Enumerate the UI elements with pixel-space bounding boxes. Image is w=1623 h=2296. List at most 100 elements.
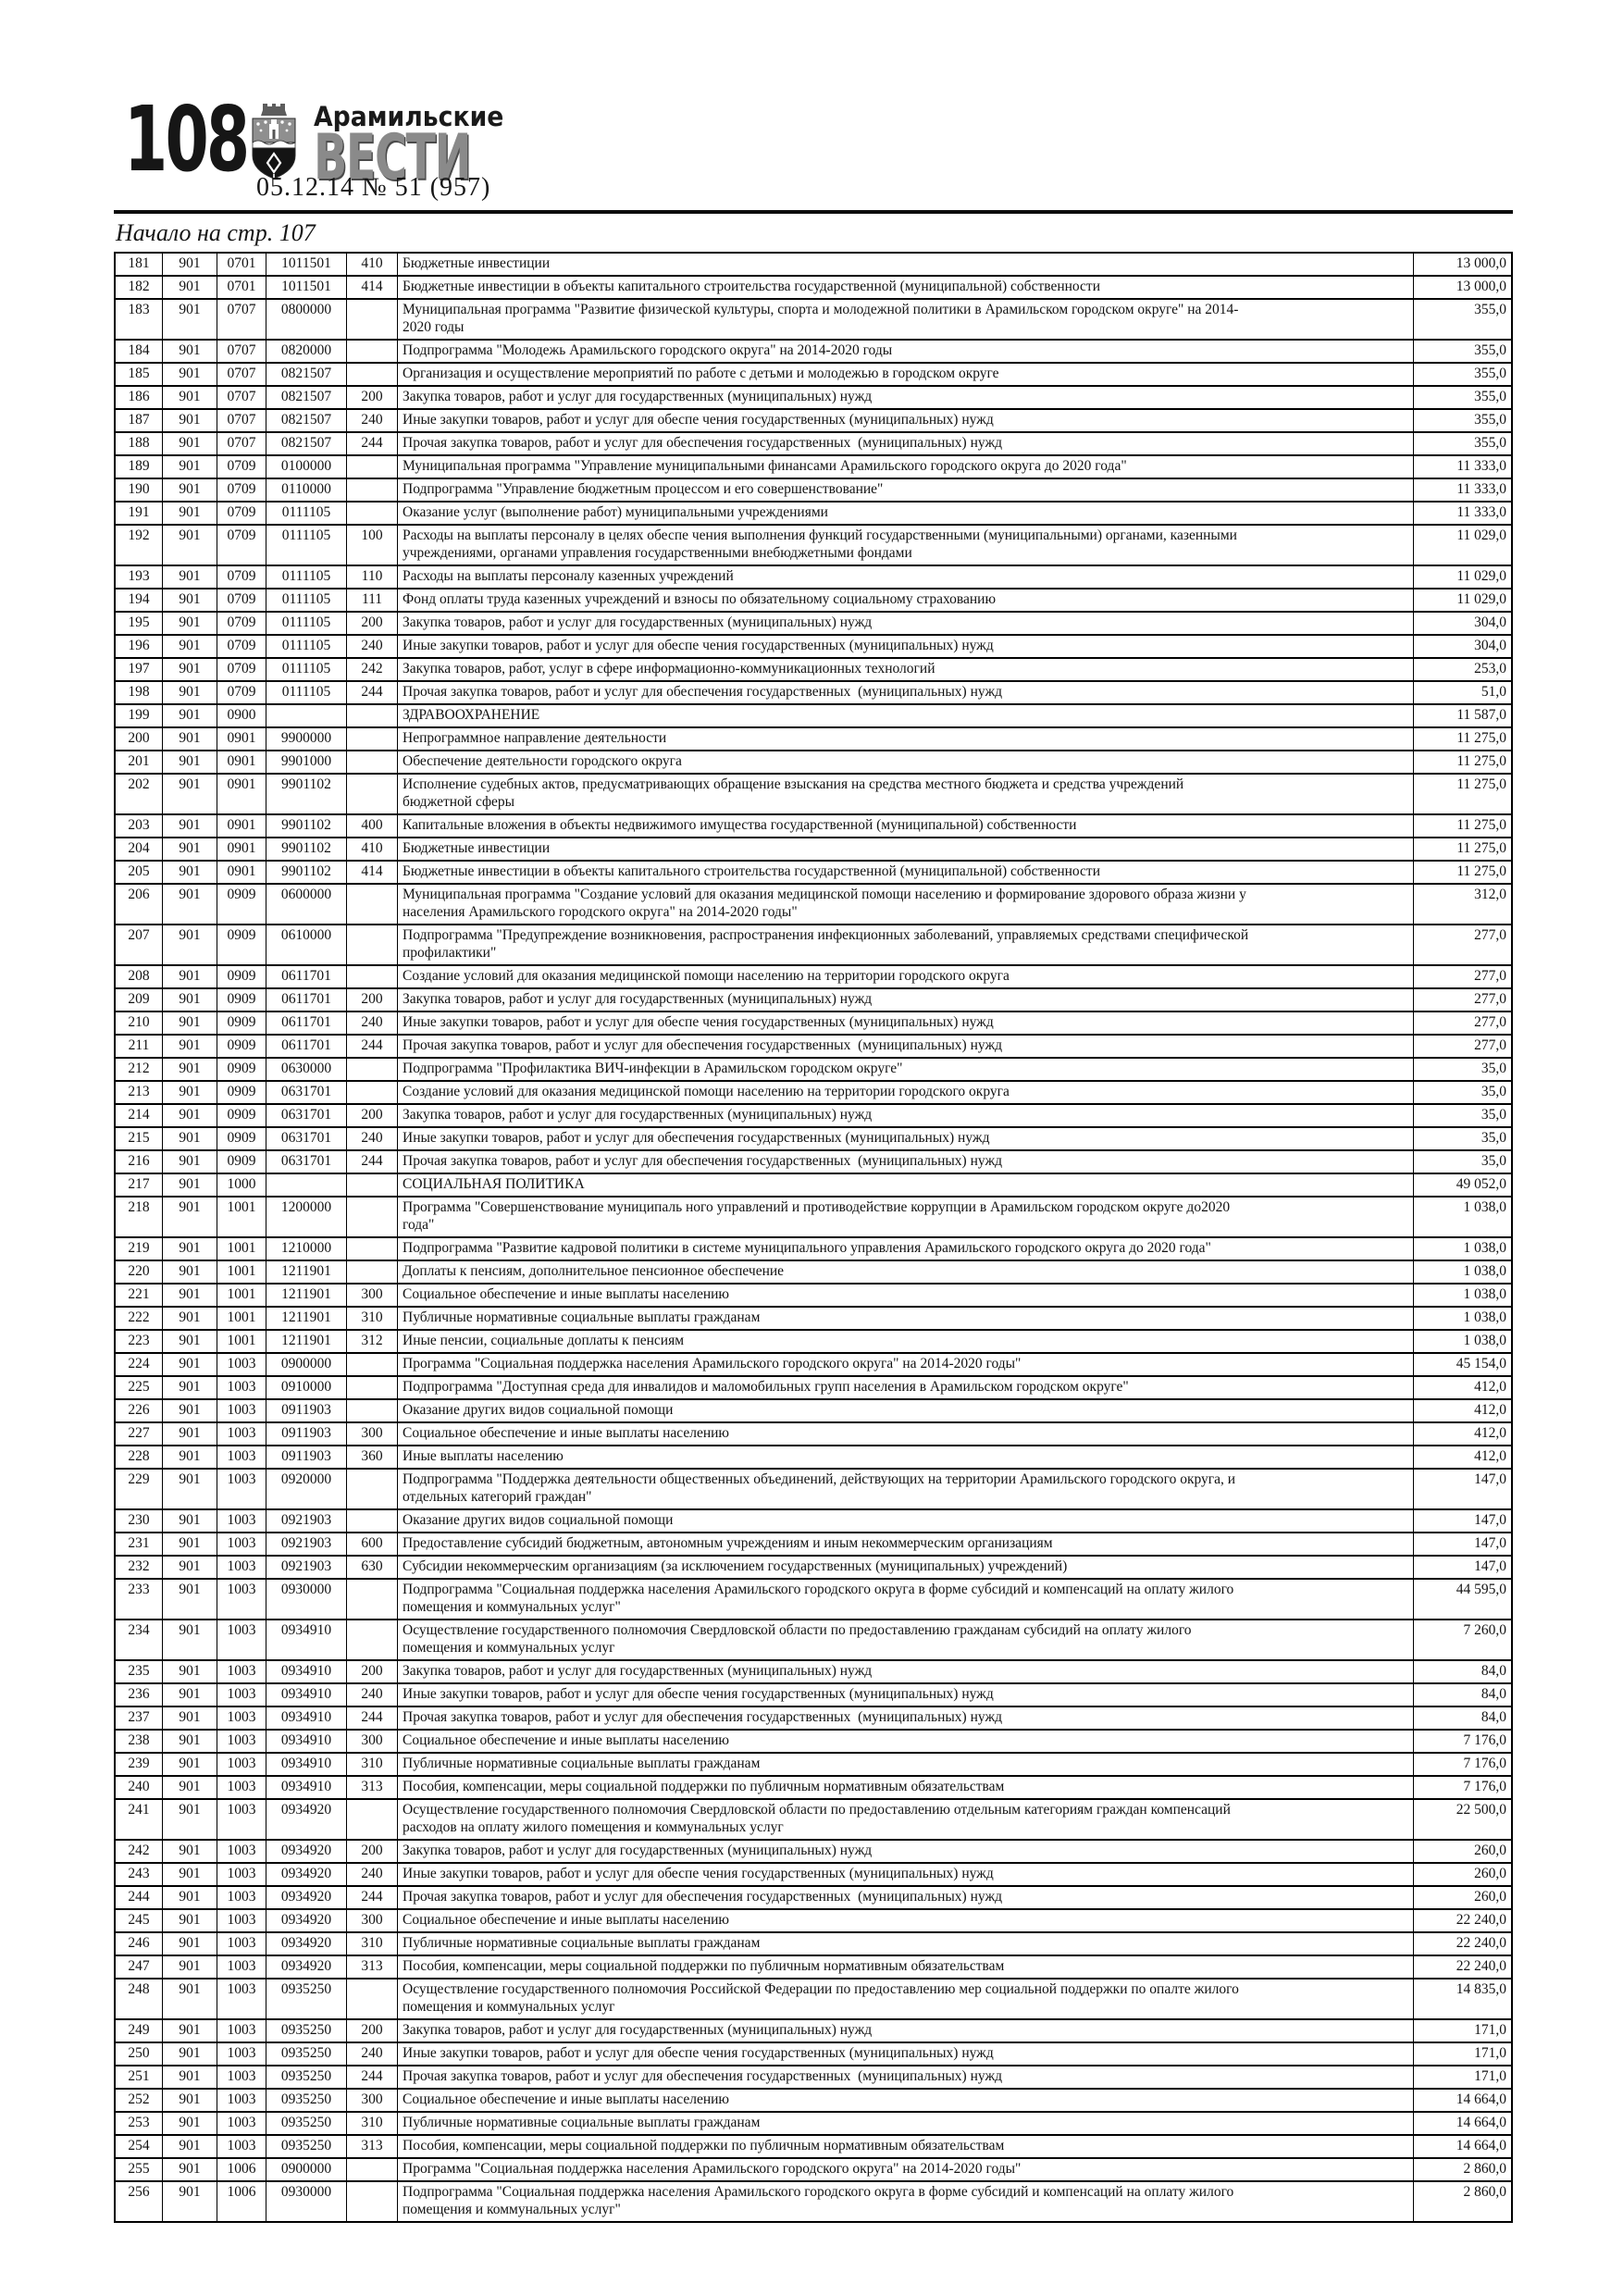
grbs-code-cell: 901 bbox=[162, 2157, 217, 2182]
row-number-cell: 201 bbox=[114, 750, 163, 775]
section-code-cell: 0909 bbox=[217, 1057, 266, 1082]
amount-cell: 355,0 bbox=[1413, 362, 1513, 387]
city-coat-of-arms-icon bbox=[252, 104, 296, 180]
table-row: 235 901 1003 0934910 200 Закупка товаров, раб… bbox=[114, 1659, 1513, 1684]
target-article-code-cell: 0934910 bbox=[266, 1619, 347, 1661]
target-article-code-cell: 0600000 bbox=[266, 883, 347, 925]
expense-name-cell: Закупка товаров, работ и услуг для госуд… bbox=[397, 1103, 1414, 1128]
target-article-code-cell: 0934920 bbox=[266, 1931, 347, 1956]
target-article-code-cell: 0631701 bbox=[266, 1126, 347, 1151]
grbs-code-cell: 901 bbox=[162, 860, 217, 885]
row-number-cell: 237 bbox=[114, 1706, 163, 1731]
budget-table-body: 181 901 0701 1011501 410 Бюджетные инвестиции… bbox=[114, 252, 1513, 2223]
amount-cell: 35,0 bbox=[1413, 1126, 1513, 1151]
expense-type-code-cell: 242 bbox=[346, 657, 398, 682]
target-article-code-cell: 9901000 bbox=[266, 750, 347, 775]
amount-cell: 13 000,0 bbox=[1413, 252, 1513, 277]
section-code-cell: 1001 bbox=[217, 1329, 266, 1354]
target-article-code-cell: 0611701 bbox=[266, 987, 347, 1012]
grbs-code-cell: 901 bbox=[162, 2134, 217, 2159]
grbs-code-cell: 901 bbox=[162, 1885, 217, 1910]
grbs-code-cell: 901 bbox=[162, 1978, 217, 2020]
table-row: 197 901 0709 0111105 242 Закупка товаров, раб… bbox=[114, 657, 1513, 682]
expense-type-code-cell bbox=[346, 703, 398, 728]
expense-name-cell: Публичные нормативные социальные выплаты… bbox=[397, 1752, 1414, 1777]
expense-type-code-cell: 410 bbox=[346, 837, 398, 862]
section-code-cell: 0709 bbox=[217, 634, 266, 659]
section-code-cell: 1006 bbox=[217, 2157, 266, 2182]
expense-type-code-cell: 200 bbox=[346, 1659, 398, 1684]
grbs-code-cell: 901 bbox=[162, 773, 217, 815]
target-article-code-cell: 9901102 bbox=[266, 837, 347, 862]
section-code-cell: 0909 bbox=[217, 1103, 266, 1128]
expense-type-code-cell: 244 bbox=[346, 431, 398, 456]
amount-cell: 22 500,0 bbox=[1413, 1798, 1513, 1841]
target-article-code-cell: 0111105 bbox=[266, 611, 347, 636]
section-code-cell: 1001 bbox=[217, 1283, 266, 1308]
expense-type-code-cell: 300 bbox=[346, 2088, 398, 2113]
expense-type-code-cell: 111 bbox=[346, 588, 398, 613]
target-article-code-cell: 1211901 bbox=[266, 1329, 347, 1354]
row-number-cell: 226 bbox=[114, 1398, 163, 1423]
table-row: 185 901 0707 0821507 Организация и осуществл… bbox=[114, 362, 1513, 387]
grbs-code-cell: 901 bbox=[162, 1729, 217, 1754]
table-row: 244 901 1003 0934920 244 Прочая закупка товар… bbox=[114, 1885, 1513, 1910]
expense-type-code-cell: 300 bbox=[346, 1283, 398, 1308]
expense-type-code-cell bbox=[346, 1375, 398, 1400]
grbs-code-cell: 901 bbox=[162, 1398, 217, 1423]
section-code-cell: 1003 bbox=[217, 1978, 266, 2020]
grbs-code-cell: 901 bbox=[162, 2111, 217, 2136]
section-code-cell: 1003 bbox=[217, 2042, 266, 2066]
expense-name-cell: Публичные нормативные социальные выплаты… bbox=[397, 1931, 1414, 1956]
expense-type-code-cell: 244 bbox=[346, 1034, 398, 1059]
amount-cell: 147,0 bbox=[1413, 1468, 1513, 1510]
expense-type-code-cell: 240 bbox=[346, 1682, 398, 1707]
section-code-cell: 1003 bbox=[217, 1555, 266, 1580]
grbs-code-cell: 901 bbox=[162, 1798, 217, 1841]
grbs-code-cell: 901 bbox=[162, 726, 217, 751]
amount-cell: 84,0 bbox=[1413, 1659, 1513, 1684]
grbs-code-cell: 901 bbox=[162, 1775, 217, 1800]
table-row: 221 901 1001 1211901 300 Социальное обеспечен… bbox=[114, 1283, 1513, 1308]
section-code-cell: 1003 bbox=[217, 1578, 266, 1620]
section-code-cell: 0701 bbox=[217, 275, 266, 300]
target-article-code-cell: 0111105 bbox=[266, 501, 347, 526]
section-code-cell: 1003 bbox=[217, 1862, 266, 1887]
row-number-cell: 192 bbox=[114, 524, 163, 566]
section-code-cell: 1003 bbox=[217, 1798, 266, 1841]
grbs-code-cell: 901 bbox=[162, 1011, 217, 1036]
section-code-cell: 0709 bbox=[217, 501, 266, 526]
expense-type-code-cell bbox=[346, 1236, 398, 1261]
row-number-cell: 214 bbox=[114, 1103, 163, 1128]
amount-cell: 171,0 bbox=[1413, 2065, 1513, 2090]
grbs-code-cell: 901 bbox=[162, 964, 217, 989]
grbs-code-cell: 901 bbox=[162, 454, 217, 479]
section-code-cell: 0707 bbox=[217, 339, 266, 364]
expense-type-code-cell: 300 bbox=[346, 1908, 398, 1933]
expense-name-cell: Подпрограмма "Доступная среда для инвали… bbox=[397, 1375, 1414, 1400]
expense-name-cell: Прочая закупка товаров, работ и услуг дл… bbox=[397, 1149, 1414, 1174]
table-row: 241 901 1003 0934920 Осуществление государст… bbox=[114, 1798, 1513, 1841]
section-code-cell: 0709 bbox=[217, 454, 266, 479]
amount-cell: 355,0 bbox=[1413, 339, 1513, 364]
expense-type-code-cell: 310 bbox=[346, 1931, 398, 1956]
section-code-cell: 1006 bbox=[217, 2180, 266, 2223]
target-article-code-cell: 0911903 bbox=[266, 1398, 347, 1423]
amount-cell: 304,0 bbox=[1413, 634, 1513, 659]
target-article-code-cell: 0110000 bbox=[266, 478, 347, 503]
header-divider bbox=[114, 210, 1513, 214]
amount-cell: 277,0 bbox=[1413, 1011, 1513, 1036]
row-number-cell: 187 bbox=[114, 408, 163, 433]
target-article-code-cell: 0821507 bbox=[266, 385, 347, 410]
expense-type-code-cell bbox=[346, 1468, 398, 1510]
section-code-cell: 0900 bbox=[217, 703, 266, 728]
expense-name-cell: Субсидии некоммерческим организациям (за… bbox=[397, 1555, 1414, 1580]
target-article-code-cell: 1011501 bbox=[266, 252, 347, 277]
table-row: 210 901 0909 0611701 240 Иные закупки товаров… bbox=[114, 1011, 1513, 1036]
expense-name-cell: Бюджетные инвестиции bbox=[397, 837, 1414, 862]
amount-cell: 14 664,0 bbox=[1413, 2134, 1513, 2159]
section-code-cell: 0707 bbox=[217, 298, 266, 341]
expense-type-code-cell: 313 bbox=[346, 1775, 398, 1800]
grbs-code-cell: 901 bbox=[162, 1260, 217, 1285]
expense-type-code-cell bbox=[346, 1398, 398, 1423]
